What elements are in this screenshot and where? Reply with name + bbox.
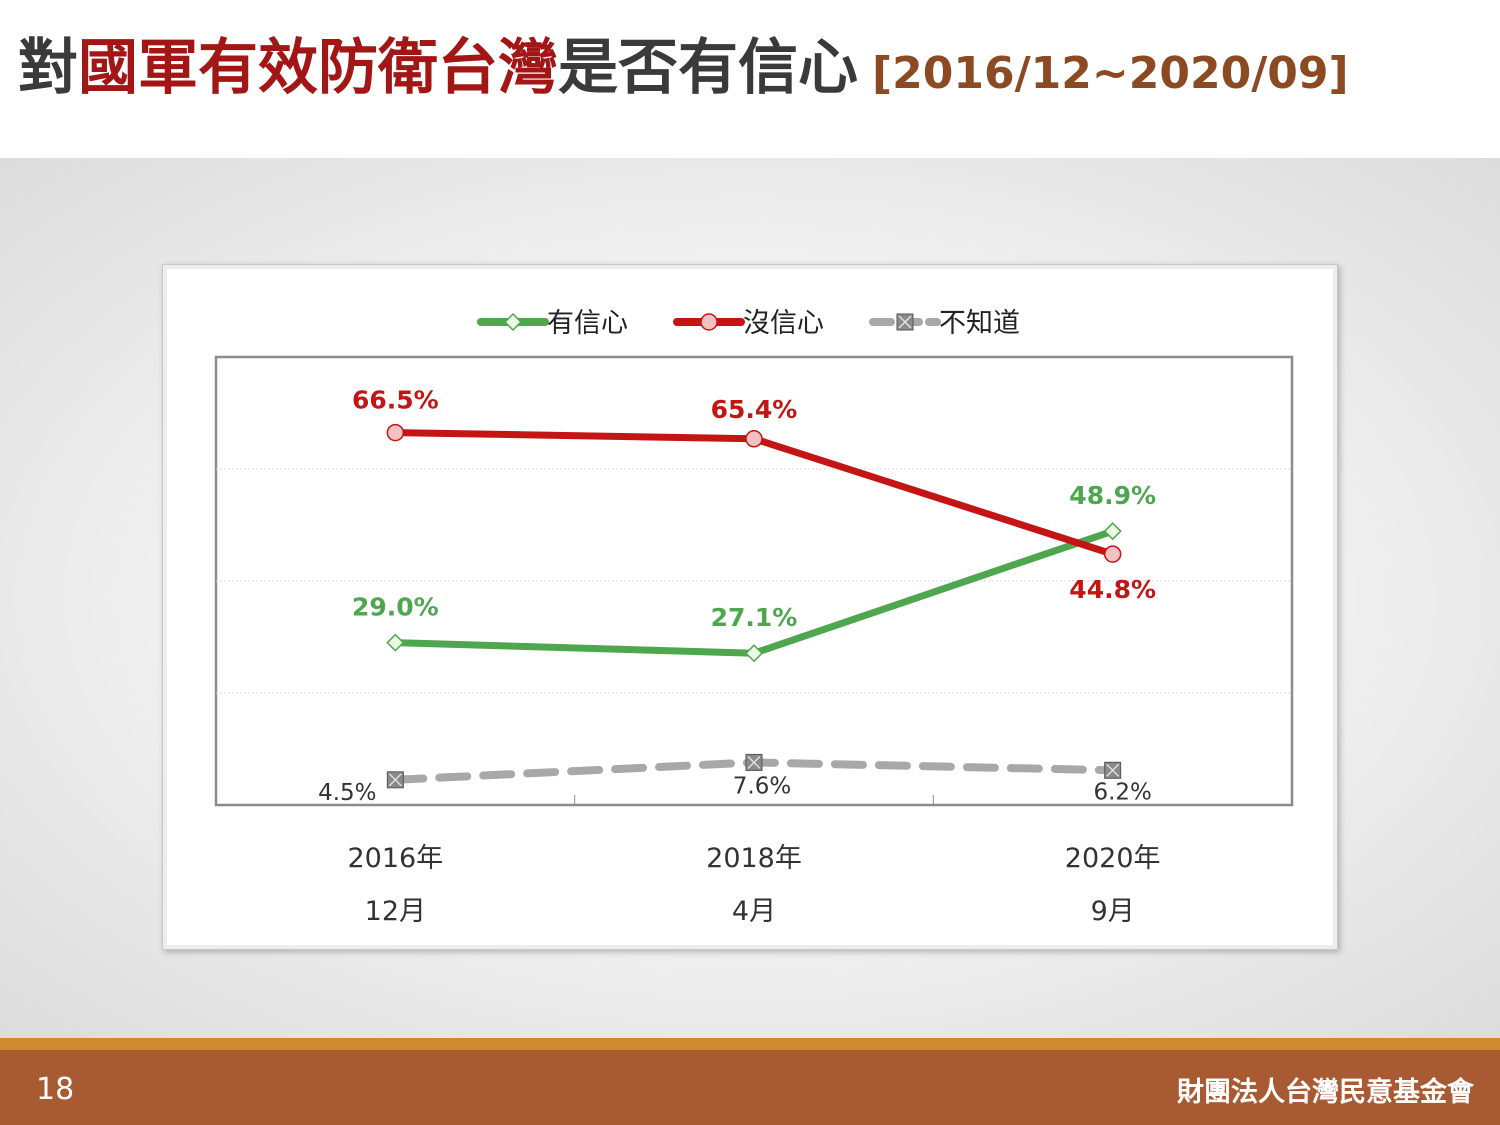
data-point <box>745 430 763 448</box>
data-point <box>1103 522 1122 541</box>
data-point <box>386 423 405 442</box>
data-point <box>745 753 763 771</box>
data-label: 4.5% <box>318 780 376 806</box>
legend-item: 有信心 <box>477 308 628 339</box>
data-point <box>386 633 405 652</box>
data-label: 7.6% <box>733 773 791 799</box>
legend-label: 不知道 <box>939 308 1020 339</box>
page-number: 18 <box>36 1072 75 1107</box>
data-label: 65.4% <box>711 395 798 424</box>
title-bar: 對國軍有效防衛台灣是否有信心 [2016/12~2020/09] <box>0 0 1500 158</box>
x-tick-label: 4月 <box>732 896 776 927</box>
title-suffix: 是否有信心 <box>558 33 858 103</box>
data-label: 29.0% <box>352 593 439 622</box>
data-point <box>1104 761 1122 779</box>
legend-item: 不知道 <box>869 308 1020 339</box>
x-tick-label: 12月 <box>365 896 426 927</box>
data-point <box>700 313 718 331</box>
data-label: 27.1% <box>711 603 798 632</box>
data-point <box>386 771 404 789</box>
x-tick-label: 2020年 <box>1065 843 1161 874</box>
data-point <box>1103 545 1122 563</box>
data-label: 48.9% <box>1069 481 1156 510</box>
line-chart: 2016年 12月 2018年 4月 2020年 9月 29.0% 27.1% 48.9% 66.… <box>214 308 1294 927</box>
x-tick-label: 2016年 <box>347 843 443 874</box>
x-tick-label: 9月 <box>1091 896 1135 927</box>
slide-title: 對國軍有效防衛台灣是否有信心 [2016/12~2020/09] <box>18 38 1349 98</box>
organization-name: 財團法人台灣民意基金會 <box>1177 1077 1474 1108</box>
footer-accent-stripe <box>0 1038 1500 1050</box>
title-highlight: 國軍有效防衛台灣 <box>78 33 558 103</box>
data-label: 44.8% <box>1069 575 1156 604</box>
title-prefix: 對 <box>18 33 78 103</box>
data-label: 66.5% <box>352 386 439 415</box>
chart-frame: 2016年 12月 2018年 4月 2020年 9月 29.0% 27.1% 48.9% 66.… <box>162 264 1338 950</box>
x-tick-label: 2018年 <box>706 843 802 874</box>
data-point <box>896 313 914 331</box>
legend-label: 沒信心 <box>743 308 824 339</box>
footer-bar <box>0 1050 1500 1125</box>
legend-label: 有信心 <box>547 308 628 339</box>
data-point <box>744 644 764 663</box>
data-label: 6.2% <box>1093 779 1151 805</box>
data-point <box>503 312 523 332</box>
title-date-range: [2016/12~2020/09] <box>872 48 1349 99</box>
legend-item: 沒信心 <box>673 308 824 339</box>
